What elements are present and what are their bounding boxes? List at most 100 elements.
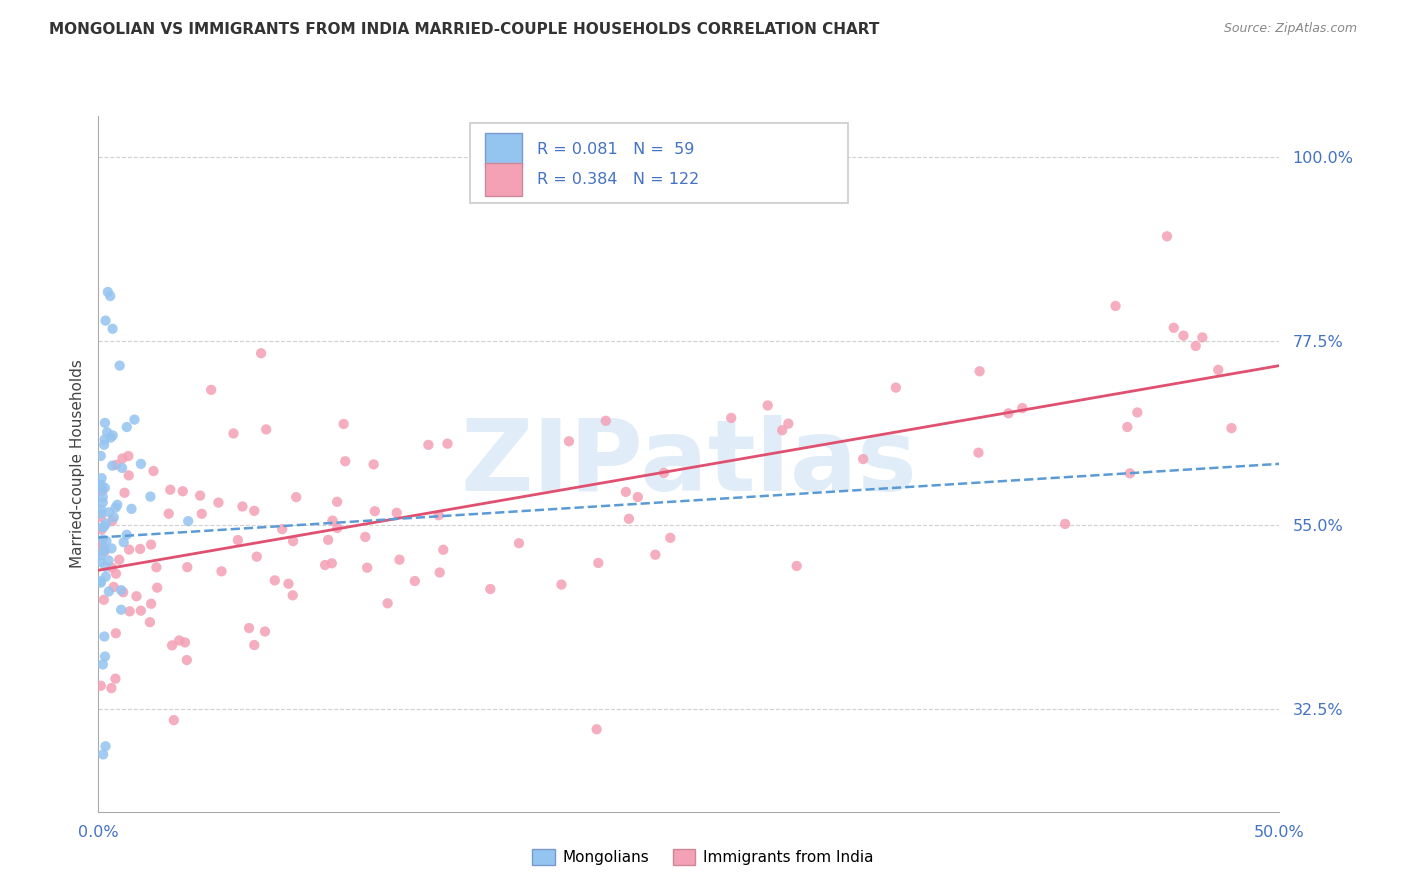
Point: [91, 533, 114, 547]
Point: [93, 630, 115, 644]
Point: [94, 313, 117, 327]
Point: [271, 522, 294, 536]
Point: [277, 576, 299, 591]
Point: [326, 521, 349, 535]
Point: [139, 538, 162, 552]
Point: [479, 582, 502, 596]
Point: [103, 580, 125, 594]
Point: [112, 585, 135, 599]
Point: [90, 523, 112, 537]
Point: [967, 445, 990, 459]
Point: [326, 495, 349, 509]
Point: [142, 464, 165, 478]
Point: [1119, 467, 1142, 481]
Point: [90, 544, 112, 558]
Point: [427, 508, 450, 523]
Point: [659, 531, 682, 545]
Point: [146, 581, 169, 595]
Point: [118, 542, 141, 557]
Point: [145, 560, 167, 574]
Point: [321, 556, 343, 570]
Point: [969, 364, 991, 378]
Point: [1163, 320, 1185, 334]
Point: [332, 417, 354, 431]
Point: [1156, 229, 1178, 244]
Point: [222, 426, 245, 441]
Point: [188, 489, 211, 503]
Point: [388, 552, 411, 566]
Point: [97, 553, 120, 567]
Point: [91, 657, 114, 672]
Point: [111, 461, 134, 475]
Point: [90, 541, 112, 555]
Point: [160, 639, 183, 653]
Point: [356, 560, 378, 574]
Point: [254, 422, 277, 436]
Text: ZIPatlas: ZIPatlas: [461, 416, 917, 512]
Point: [354, 530, 377, 544]
Point: [90, 548, 112, 562]
Point: [101, 560, 124, 574]
Point: [364, 504, 387, 518]
Point: [176, 653, 198, 667]
Point: [94, 559, 117, 574]
Point: [114, 485, 136, 500]
Point: [200, 383, 222, 397]
Point: [263, 574, 285, 588]
Point: [90, 471, 112, 485]
Point: [90, 574, 112, 589]
Point: [104, 626, 127, 640]
Point: [118, 604, 141, 618]
Point: [1011, 401, 1033, 416]
Point: [720, 411, 742, 425]
Point: [207, 495, 229, 509]
Point: [226, 533, 249, 547]
Point: [117, 449, 139, 463]
Point: [111, 451, 134, 466]
Point: [115, 527, 138, 541]
Point: [90, 575, 112, 590]
Point: [176, 560, 198, 574]
Point: [614, 484, 637, 499]
FancyBboxPatch shape: [485, 163, 523, 196]
Point: [104, 458, 127, 472]
Point: [90, 477, 112, 491]
Point: [101, 458, 124, 473]
Point: [211, 565, 233, 579]
Point: [644, 548, 666, 562]
Point: [91, 490, 114, 504]
Point: [335, 454, 357, 468]
Point: [94, 516, 117, 531]
Point: [139, 615, 162, 630]
Point: [377, 596, 399, 610]
Point: [385, 506, 408, 520]
Point: [246, 549, 269, 564]
Point: [627, 490, 650, 504]
Point: [617, 512, 640, 526]
Point: [778, 417, 800, 431]
Point: [104, 500, 127, 515]
Point: [238, 621, 260, 635]
Point: [91, 482, 114, 496]
Point: [316, 533, 339, 547]
Point: [432, 542, 454, 557]
Point: [418, 438, 440, 452]
Point: [96, 534, 118, 549]
Point: [90, 679, 112, 693]
Point: [101, 428, 124, 442]
Point: [98, 505, 121, 519]
Point: [93, 592, 115, 607]
Legend: Mongolians, Immigrants from India: Mongolians, Immigrants from India: [526, 843, 880, 871]
Point: [108, 359, 131, 373]
Point: [177, 514, 200, 528]
Point: [97, 285, 120, 299]
Point: [94, 739, 117, 754]
Point: [997, 406, 1019, 420]
Point: [101, 322, 124, 336]
Point: [93, 519, 115, 533]
Point: [101, 514, 124, 528]
Point: [1054, 516, 1077, 531]
Point: [125, 589, 148, 603]
Point: [94, 649, 117, 664]
Text: R = 0.081   N =  59: R = 0.081 N = 59: [537, 142, 695, 157]
